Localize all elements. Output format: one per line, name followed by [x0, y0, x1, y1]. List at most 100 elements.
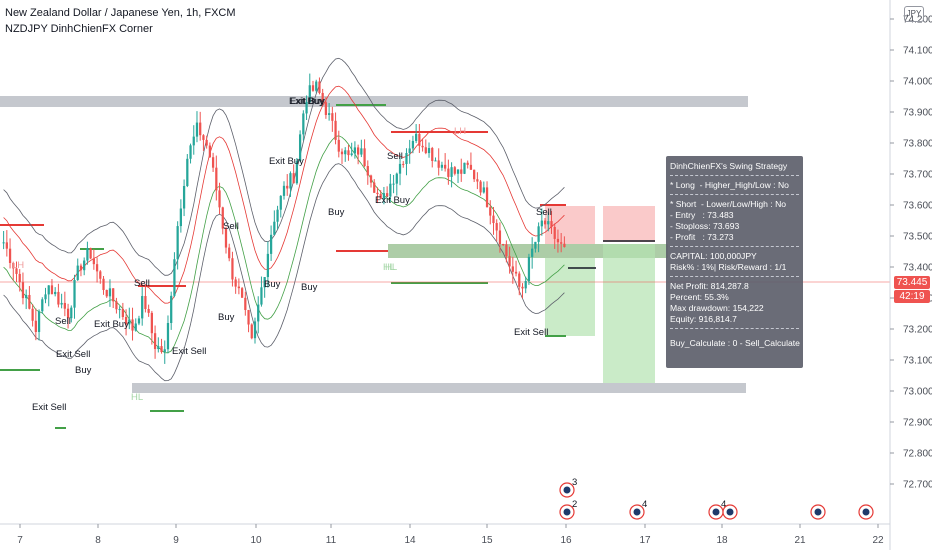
candle-body [315, 81, 318, 91]
candle-body [318, 81, 321, 93]
candle-body [453, 167, 456, 174]
candle-body [415, 133, 418, 141]
candle-body [208, 145, 212, 158]
candle-body [434, 160, 437, 162]
candle-body [218, 190, 221, 208]
time-label: 14 [404, 535, 416, 546]
signal-label: Sell [387, 151, 403, 162]
candle-body [124, 317, 128, 325]
time-label: 16 [560, 535, 572, 546]
candle-body [92, 258, 95, 265]
candle-body [350, 153, 353, 156]
candle-body [482, 187, 485, 193]
signal-label: Exit Buy [269, 156, 304, 167]
signal-label: Exit Buy [290, 96, 325, 107]
candle-body [411, 140, 415, 149]
candle-body [211, 157, 215, 168]
candle-body [508, 256, 511, 267]
candle-body [76, 265, 79, 280]
candle-body [12, 262, 15, 269]
candle-body [66, 308, 70, 319]
events[interactable]: 3 2 4 4 [559, 477, 874, 520]
swing-label: HL [131, 392, 143, 403]
candle-body [402, 163, 405, 165]
upper-band [3, 57, 565, 276]
price-label: 73.200 [903, 325, 932, 336]
candles [2, 73, 566, 364]
event-count: 2 [572, 499, 577, 510]
candle-body [157, 346, 160, 350]
candle-body [356, 147, 360, 155]
candle-body [437, 160, 440, 168]
candle-body [531, 248, 534, 257]
candle-body [305, 102, 308, 114]
candle-body [170, 295, 173, 323]
candle-body [86, 247, 89, 261]
mid-zone [388, 244, 668, 258]
signal-label: Buy [75, 365, 92, 376]
candle-body [247, 309, 250, 325]
candle-body [553, 226, 556, 239]
candle-body [221, 207, 224, 229]
price-label: 73.000 [903, 387, 932, 398]
candle-body [524, 281, 527, 289]
candle-body [295, 161, 299, 184]
candle-body [18, 273, 21, 283]
candle-body [25, 294, 28, 299]
price-axis[interactable]: 74.200 74.100 74.000 73.900 73.800 73.700 73.6… [890, 15, 932, 491]
price-label: 73.900 [903, 108, 932, 119]
candle-body [373, 182, 376, 193]
swing-label: HL [385, 262, 397, 273]
price-label: 73.700 [903, 170, 932, 181]
candle-body [376, 192, 379, 195]
signal-label: Exit Buy [94, 319, 129, 330]
signal-label: Sell [536, 207, 552, 218]
info-profit: - Profit : 73.273 [670, 232, 734, 242]
candle-body [121, 309, 124, 318]
candle-body [495, 223, 498, 231]
chart-title: New Zealand Dollar / Japanese Yen, 1h, F… [5, 7, 236, 19]
candle-body [386, 193, 389, 197]
candle-body [228, 247, 231, 259]
zones [0, 96, 748, 393]
candle-body [105, 289, 108, 297]
candle-body [521, 286, 524, 289]
signal-label: Exit Sell [56, 349, 90, 360]
bands [3, 57, 565, 382]
candle-body [150, 312, 153, 334]
event-flag-icon [814, 508, 822, 516]
candle-body [456, 169, 460, 174]
candle-body [431, 148, 434, 161]
candle-body [308, 85, 311, 103]
candle-body [347, 150, 350, 156]
signal-label: Exit Buy [289, 96, 324, 107]
candle-body [498, 230, 502, 245]
currency-badge[interactable]: JPY [904, 6, 924, 22]
candle-body [527, 256, 531, 282]
candle-body [392, 183, 395, 185]
signal-label: Buy [218, 312, 235, 323]
candle-body [382, 193, 386, 199]
candle-body [518, 273, 521, 287]
candle-body [427, 148, 431, 154]
candle-body [492, 215, 495, 224]
info-title: DinhChienFX's Swing Strategy [670, 161, 788, 171]
candle-body [334, 120, 337, 140]
candle-body [269, 234, 273, 254]
info-long: * Long - Higher_High/Low : No [670, 180, 789, 190]
candle-body [360, 148, 363, 155]
time-axis[interactable]: 7 8 9 10 11 14 15 16 17 18 21 22 [17, 524, 884, 546]
candle-body [195, 122, 199, 137]
event-flag-icon [633, 508, 641, 516]
candle-body [479, 181, 482, 193]
candle-body [108, 288, 112, 297]
candle-body [286, 185, 289, 189]
info-stoploss: - Stoploss: 73.693 [670, 221, 740, 231]
candle-body [502, 244, 505, 246]
candle-body [176, 226, 179, 260]
candle-body [79, 265, 83, 271]
candle-body [166, 322, 170, 350]
candle-body [379, 194, 382, 199]
event-flag-icon [563, 486, 571, 494]
target-box-2 [603, 244, 655, 383]
